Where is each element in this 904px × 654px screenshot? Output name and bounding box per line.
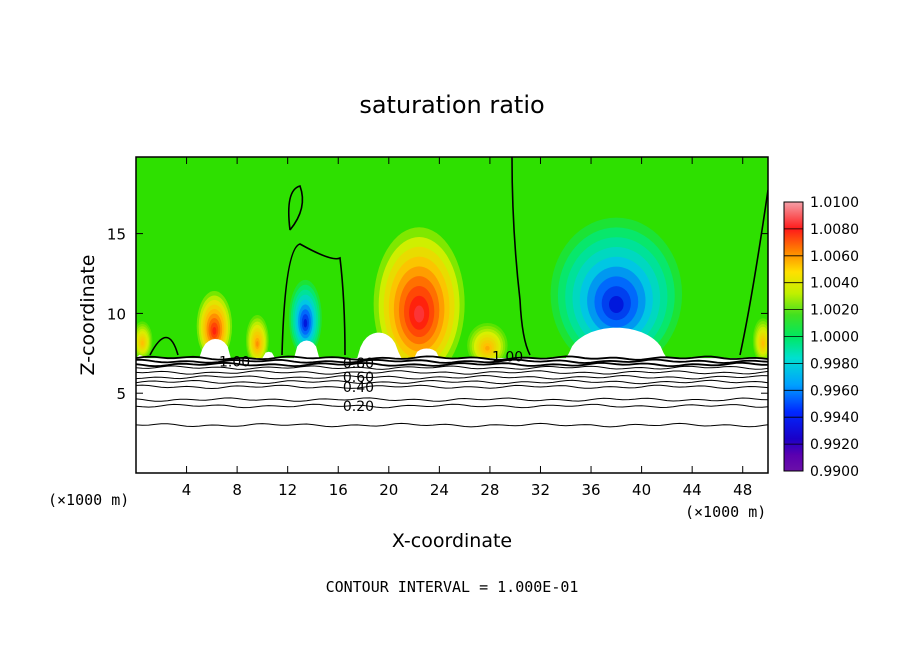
anomaly-cold-b — [550, 217, 683, 371]
x-tick-label: 48 — [733, 481, 752, 499]
contour-line — [136, 384, 768, 390]
x-unit-label-left: (×1000 m) — [48, 491, 129, 509]
anomaly-band — [609, 295, 624, 313]
x-tick-label: 36 — [581, 481, 600, 499]
contour-line — [281, 243, 346, 356]
contour-label: 1.00 — [219, 354, 250, 370]
contour-line — [136, 397, 768, 402]
chart-title: saturation ratio — [359, 91, 544, 119]
colorbar-tick-label: 1.0080 — [810, 222, 859, 238]
y-tick-label: 15 — [107, 226, 126, 244]
plot-area: 1.00 1.00 0.800.600.40 0.20 — [136, 157, 768, 473]
contour-line — [136, 422, 768, 428]
anomaly-band — [485, 345, 490, 351]
colorbar-tick-label: 1.0000 — [810, 330, 859, 346]
colorbar-tick-label: 1.0100 — [810, 195, 859, 211]
anomaly-band — [761, 341, 765, 346]
x-tick-label: 12 — [278, 481, 297, 499]
x-tick-label: 32 — [531, 481, 550, 499]
contour-label: 0.60 — [343, 370, 374, 386]
contour-line — [136, 370, 768, 375]
colorbar-tick-label: 0.9960 — [810, 383, 859, 399]
anomaly-warm-e — [136, 321, 153, 360]
contour-layer: 1.00 1.00 0.800.600.40 0.20 — [136, 157, 768, 428]
colorbar-tick-label: 1.0020 — [810, 303, 859, 319]
x-axis-label: X-coordinate — [392, 530, 512, 552]
anomaly-layer — [136, 217, 768, 381]
x-tick-label: 24 — [430, 481, 449, 499]
x-tick-label: 16 — [329, 481, 348, 499]
x-tick-label: 28 — [480, 481, 499, 499]
y-tick-label: 5 — [116, 385, 126, 403]
anomaly-warm-d — [467, 322, 508, 368]
anomaly-warm-f — [752, 318, 768, 363]
x-axis: 4 8 12 16 20 24 28 32 36 40 44 48 — [182, 157, 752, 499]
contour-line — [149, 336, 179, 356]
contour-interval-footer: CONTOUR INTERVAL = 1.000E-01 — [326, 578, 579, 596]
x-tick-label: 4 — [182, 481, 192, 499]
colorbar-tick-label: 0.9900 — [810, 464, 859, 480]
y-tick-label: 10 — [107, 305, 126, 323]
contour-line — [511, 157, 531, 356]
contour-label: 0.40 — [343, 380, 374, 396]
anomaly-band — [414, 305, 425, 323]
contour-line — [136, 358, 768, 364]
contour-line — [287, 185, 304, 231]
anomaly-band — [141, 340, 144, 346]
anomaly-band — [256, 341, 259, 347]
x-tick-label: 44 — [683, 481, 702, 499]
x-tick-label: 20 — [379, 481, 398, 499]
contour-line — [739, 189, 768, 356]
contour-label: 0.80 — [343, 356, 374, 372]
contour-label: 1.00 — [492, 349, 523, 365]
anomaly-band — [212, 326, 217, 335]
colorbar-tick-label: 1.0040 — [810, 276, 859, 292]
x-unit-label-right: (×1000 m) — [685, 503, 766, 521]
contour-line — [136, 374, 768, 380]
x-tick-label: 40 — [632, 481, 651, 499]
colorbar-tick-label: 0.9980 — [810, 356, 859, 372]
colorbar-ticks: 1.0100 1.0080 1.0060 1.0040 1.0020 1.0000 0.99… — [784, 195, 859, 480]
colorbar-tick-label: 0.9920 — [810, 437, 859, 453]
x-tick-label: 8 — [232, 481, 242, 499]
contour-line — [136, 365, 768, 370]
plot-frame — [135, 156, 769, 474]
contour-line — [136, 379, 768, 385]
colorbar-tick-label: 1.0060 — [810, 249, 859, 265]
anomaly-cold-a — [288, 279, 322, 357]
colorbar-tick-label: 0.9940 — [810, 410, 859, 426]
contour-line — [136, 403, 768, 409]
contour-line — [136, 355, 768, 361]
anomaly-warm-c — [373, 227, 465, 381]
contour-label: 0.20 — [343, 399, 374, 415]
y-axis-label: Z-coordinate — [77, 255, 99, 376]
anomaly-band — [303, 319, 308, 328]
anomaly-warm-b — [245, 315, 269, 367]
colorbar: 1.0100 1.0080 1.0060 1.0040 1.0020 1.0000 0.99… — [783, 195, 859, 480]
contour-line — [136, 361, 768, 368]
y-axis: 5 10 15 — [107, 226, 768, 403]
